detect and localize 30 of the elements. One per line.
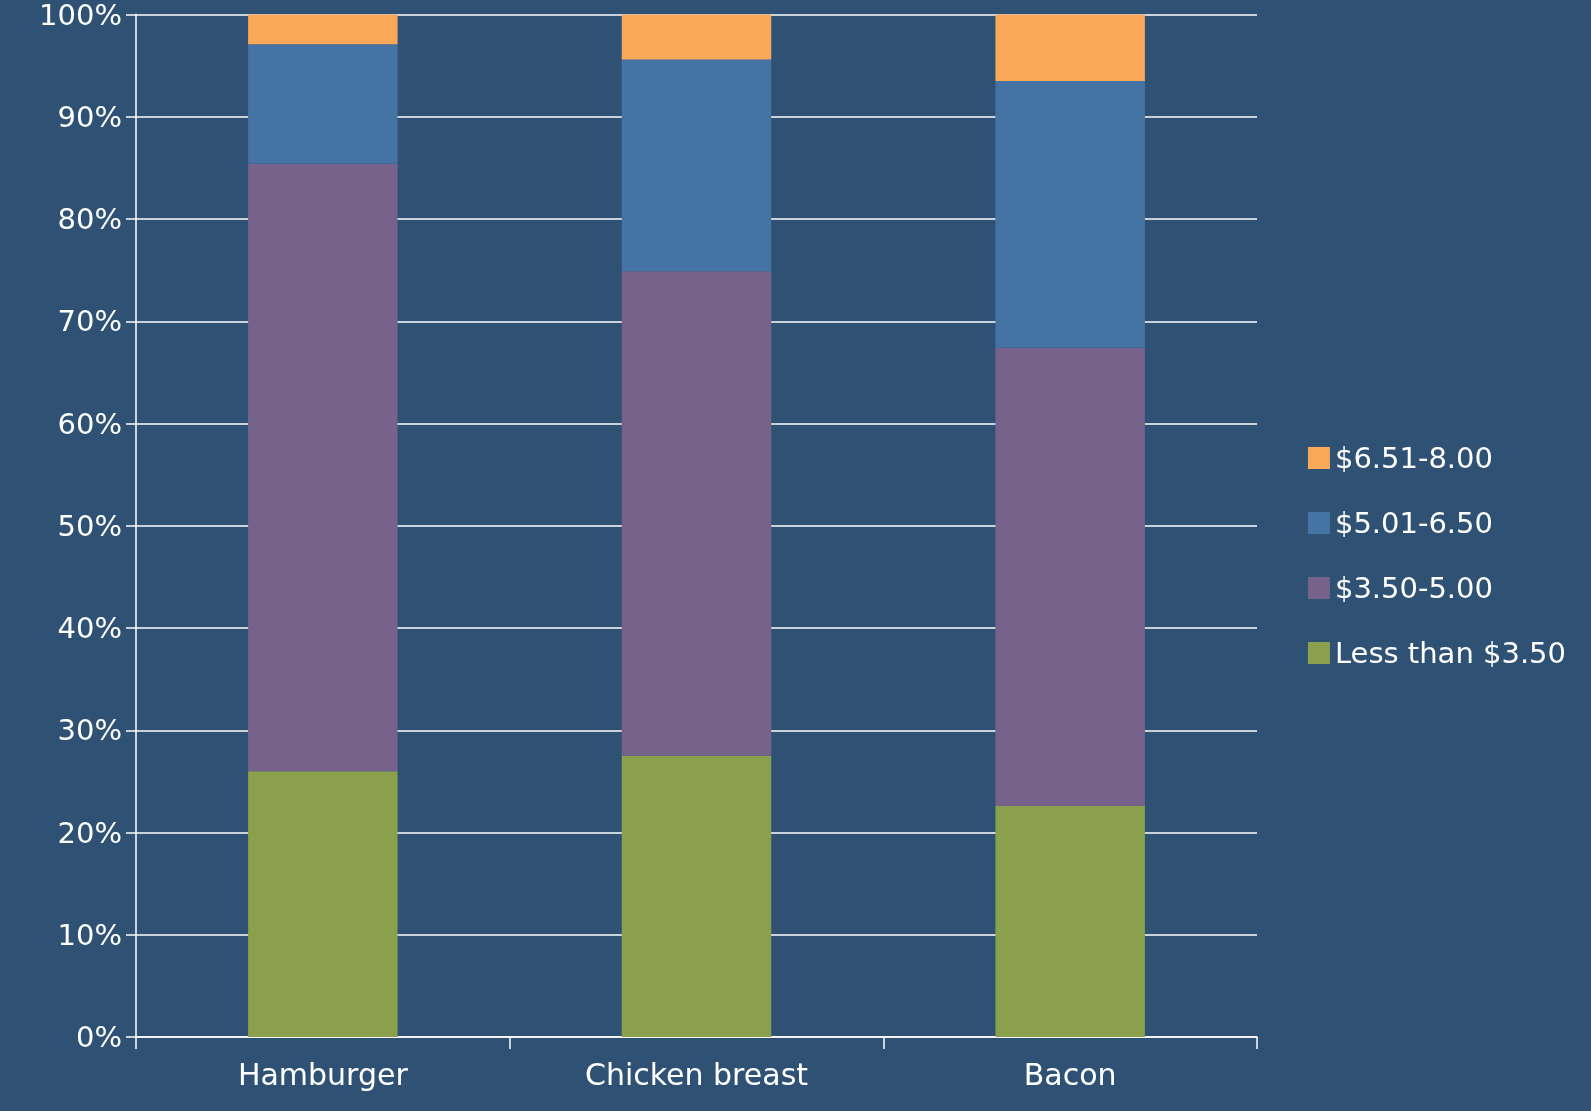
y-tick-label: 100% (39, 0, 122, 32)
bar (248, 14, 398, 45)
y-tick-label: 30% (57, 713, 122, 748)
y-tick-label: 60% (57, 406, 122, 441)
bar (995, 347, 1145, 806)
legend-label: Less than $3.50 (1334, 636, 1567, 670)
x-tick-label: Chicken breast (584, 1056, 809, 1092)
legend-label: $3.50-5.00 (1334, 571, 1493, 605)
x-tick-label: Bacon (1023, 1056, 1117, 1092)
bar (995, 805, 1145, 1037)
x-tick-label: Hamburger (237, 1056, 409, 1092)
y-tick-label: 70% (57, 304, 122, 339)
legend-label: $5.01-6.50 (1334, 506, 1493, 540)
y-tick-label: 20% (57, 815, 122, 850)
bar (621, 271, 772, 756)
legend-label: $6.51-8.00 (1334, 441, 1493, 475)
bar (621, 755, 772, 1037)
y-tick-label: 10% (57, 917, 122, 952)
bar (248, 771, 398, 1037)
y-tick-label: 50% (57, 508, 122, 543)
bar (248, 44, 398, 164)
bar (621, 14, 772, 60)
bar (995, 80, 1145, 348)
y-tick-label: 0% (75, 1020, 122, 1054)
bar (995, 14, 1145, 81)
y-tick-label: 40% (57, 611, 122, 645)
y-tick-label: 80% (57, 202, 122, 236)
bar (248, 163, 398, 772)
bar (621, 59, 772, 272)
y-tick-label: 90% (57, 99, 122, 134)
